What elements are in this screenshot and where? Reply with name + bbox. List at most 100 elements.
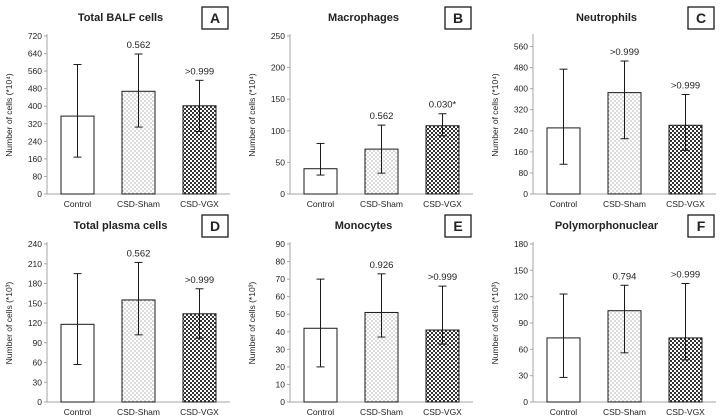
category-label: CSD-Sham <box>360 407 403 416</box>
y-axis-label: Number of cells (*10⁴) <box>247 73 257 157</box>
p-value-label: 0.562 <box>127 40 151 51</box>
p-value-label: >0.999 <box>428 272 457 283</box>
y-tick-label: 210 <box>28 259 42 269</box>
y-tick-label: 30 <box>33 377 43 387</box>
y-tick-label: 150 <box>271 94 285 104</box>
y-tick-label: 480 <box>28 84 42 94</box>
y-tick-label: 0 <box>523 397 528 407</box>
chart-title: Macrophages <box>328 12 399 24</box>
category-label: CSD-Sham <box>117 407 160 416</box>
y-tick-label: 60 <box>33 358 43 368</box>
category-label: CSD-VGX <box>666 199 705 209</box>
y-tick-label: 180 <box>28 279 42 289</box>
category-label: Control <box>550 199 578 209</box>
y-tick-label: 50 <box>276 309 286 319</box>
panel-letter: F <box>697 218 706 234</box>
y-tick-label: 720 <box>28 31 42 41</box>
panel-letter-box <box>201 6 229 30</box>
chart-panel-c: Neutrophils C 0 80 160 240 320 400 480 560 Number … <box>490 6 716 209</box>
panel-letter-box <box>687 6 715 30</box>
y-tick-label: 80 <box>519 168 529 178</box>
y-tick-label: 80 <box>276 257 286 267</box>
y-tick-label: 40 <box>276 327 286 337</box>
panel-letter-box <box>687 214 715 238</box>
y-tick-label: 480 <box>514 63 528 73</box>
y-tick-label: 10 <box>276 379 286 389</box>
category-label: Control <box>307 199 335 209</box>
category-label: CSD-Sham <box>603 199 646 209</box>
y-tick-label: 200 <box>271 63 285 73</box>
category-label: CSD-VGX <box>180 407 219 416</box>
y-tick-label: 0 <box>280 189 285 199</box>
y-tick-label: 60 <box>519 344 529 354</box>
y-tick-label: 120 <box>28 318 42 328</box>
y-tick-label: 150 <box>514 265 528 275</box>
y-tick-label: 160 <box>28 154 42 164</box>
y-tick-label: 0 <box>523 189 528 199</box>
category-label: Control <box>550 407 578 416</box>
y-axis-label: Number of cells (*10⁴) <box>490 73 500 157</box>
panel-letter: C <box>696 10 706 26</box>
category-label: CSD-VGX <box>423 199 462 209</box>
category-label: Control <box>64 407 92 416</box>
chart-title: Neutrophils <box>576 12 637 24</box>
y-tick-label: 150 <box>28 298 42 308</box>
panel-letter: E <box>453 218 462 234</box>
category-label: CSD-VGX <box>180 199 219 209</box>
y-tick-label: 50 <box>276 157 286 167</box>
category-label: Control <box>307 407 335 416</box>
p-value-label: >0.999 <box>185 66 214 77</box>
chart-panel-e: Monocytes E 0 10 20 30 40 50 60 70 80 90 Number of c… <box>247 214 473 416</box>
chart-panel-b: Macrophages B 0 50 100 150 200 250 Number of cel… <box>247 6 473 209</box>
chart-title: Monocytes <box>335 220 392 232</box>
y-tick-label: 240 <box>28 239 42 249</box>
p-value-label: 0.794 <box>613 271 637 282</box>
y-tick-label: 400 <box>514 84 528 94</box>
y-tick-label: 240 <box>514 126 528 136</box>
category-label: CSD-VGX <box>666 407 705 416</box>
y-tick-label: 400 <box>28 101 42 111</box>
y-tick-label: 90 <box>276 239 286 249</box>
category-label: CSD-Sham <box>117 199 160 209</box>
y-tick-label: 80 <box>33 171 43 181</box>
y-tick-label: 320 <box>514 105 528 115</box>
p-value-label: 0.926 <box>370 260 394 271</box>
y-tick-label: 90 <box>519 318 529 328</box>
y-axis-label: Number of cells (*10⁴) <box>4 73 14 157</box>
p-value-label: 0.562 <box>370 111 394 122</box>
y-tick-label: 90 <box>33 338 43 348</box>
y-tick-label: 640 <box>28 49 42 59</box>
y-tick-label: 120 <box>514 292 528 302</box>
chart-panel-a: Total BALF cells A 0 80 160 240 320 400 480 560 64… <box>4 6 230 209</box>
p-value-label: >0.999 <box>671 270 700 281</box>
chart-title: Polymorphonuclear <box>555 220 659 232</box>
y-tick-label: 560 <box>514 42 528 52</box>
chart-title: Total plasma cells <box>74 220 168 232</box>
y-tick-label: 20 <box>276 362 286 372</box>
category-label: CSD-Sham <box>360 199 403 209</box>
y-tick-label: 0 <box>37 189 42 199</box>
panel-letter: D <box>210 218 220 234</box>
chart-title: Total BALF cells <box>78 12 163 24</box>
p-value-label: >0.999 <box>610 47 639 58</box>
y-tick-label: 320 <box>28 119 42 129</box>
y-tick-label: 0 <box>280 397 285 407</box>
y-tick-label: 100 <box>271 126 285 136</box>
panel-letter-box <box>444 214 472 238</box>
y-tick-label: 0 <box>37 397 42 407</box>
bar-csd-vgx <box>425 329 460 403</box>
y-tick-label: 60 <box>276 292 286 302</box>
p-value-label: >0.999 <box>185 275 214 286</box>
p-value-label: 0.030* <box>429 100 457 111</box>
y-axis-label: Number of cells (*10³) <box>490 282 500 365</box>
category-label: CSD-VGX <box>423 407 462 416</box>
panel-letter: B <box>453 10 463 26</box>
y-tick-label: 160 <box>514 147 528 157</box>
y-tick-label: 240 <box>28 136 42 146</box>
bar-csd-vgx <box>425 125 460 195</box>
p-value-label: >0.999 <box>671 80 700 91</box>
panel-letter-box <box>201 214 229 238</box>
y-tick-label: 70 <box>276 274 286 284</box>
y-tick-label: 560 <box>28 66 42 76</box>
